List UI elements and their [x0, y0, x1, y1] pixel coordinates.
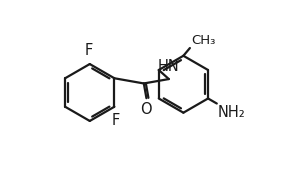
- Text: HN: HN: [158, 59, 180, 74]
- Text: NH₂: NH₂: [218, 105, 245, 120]
- Text: F: F: [85, 43, 93, 58]
- Text: F: F: [111, 113, 120, 128]
- Text: CH₃: CH₃: [191, 33, 215, 47]
- Text: O: O: [141, 102, 152, 117]
